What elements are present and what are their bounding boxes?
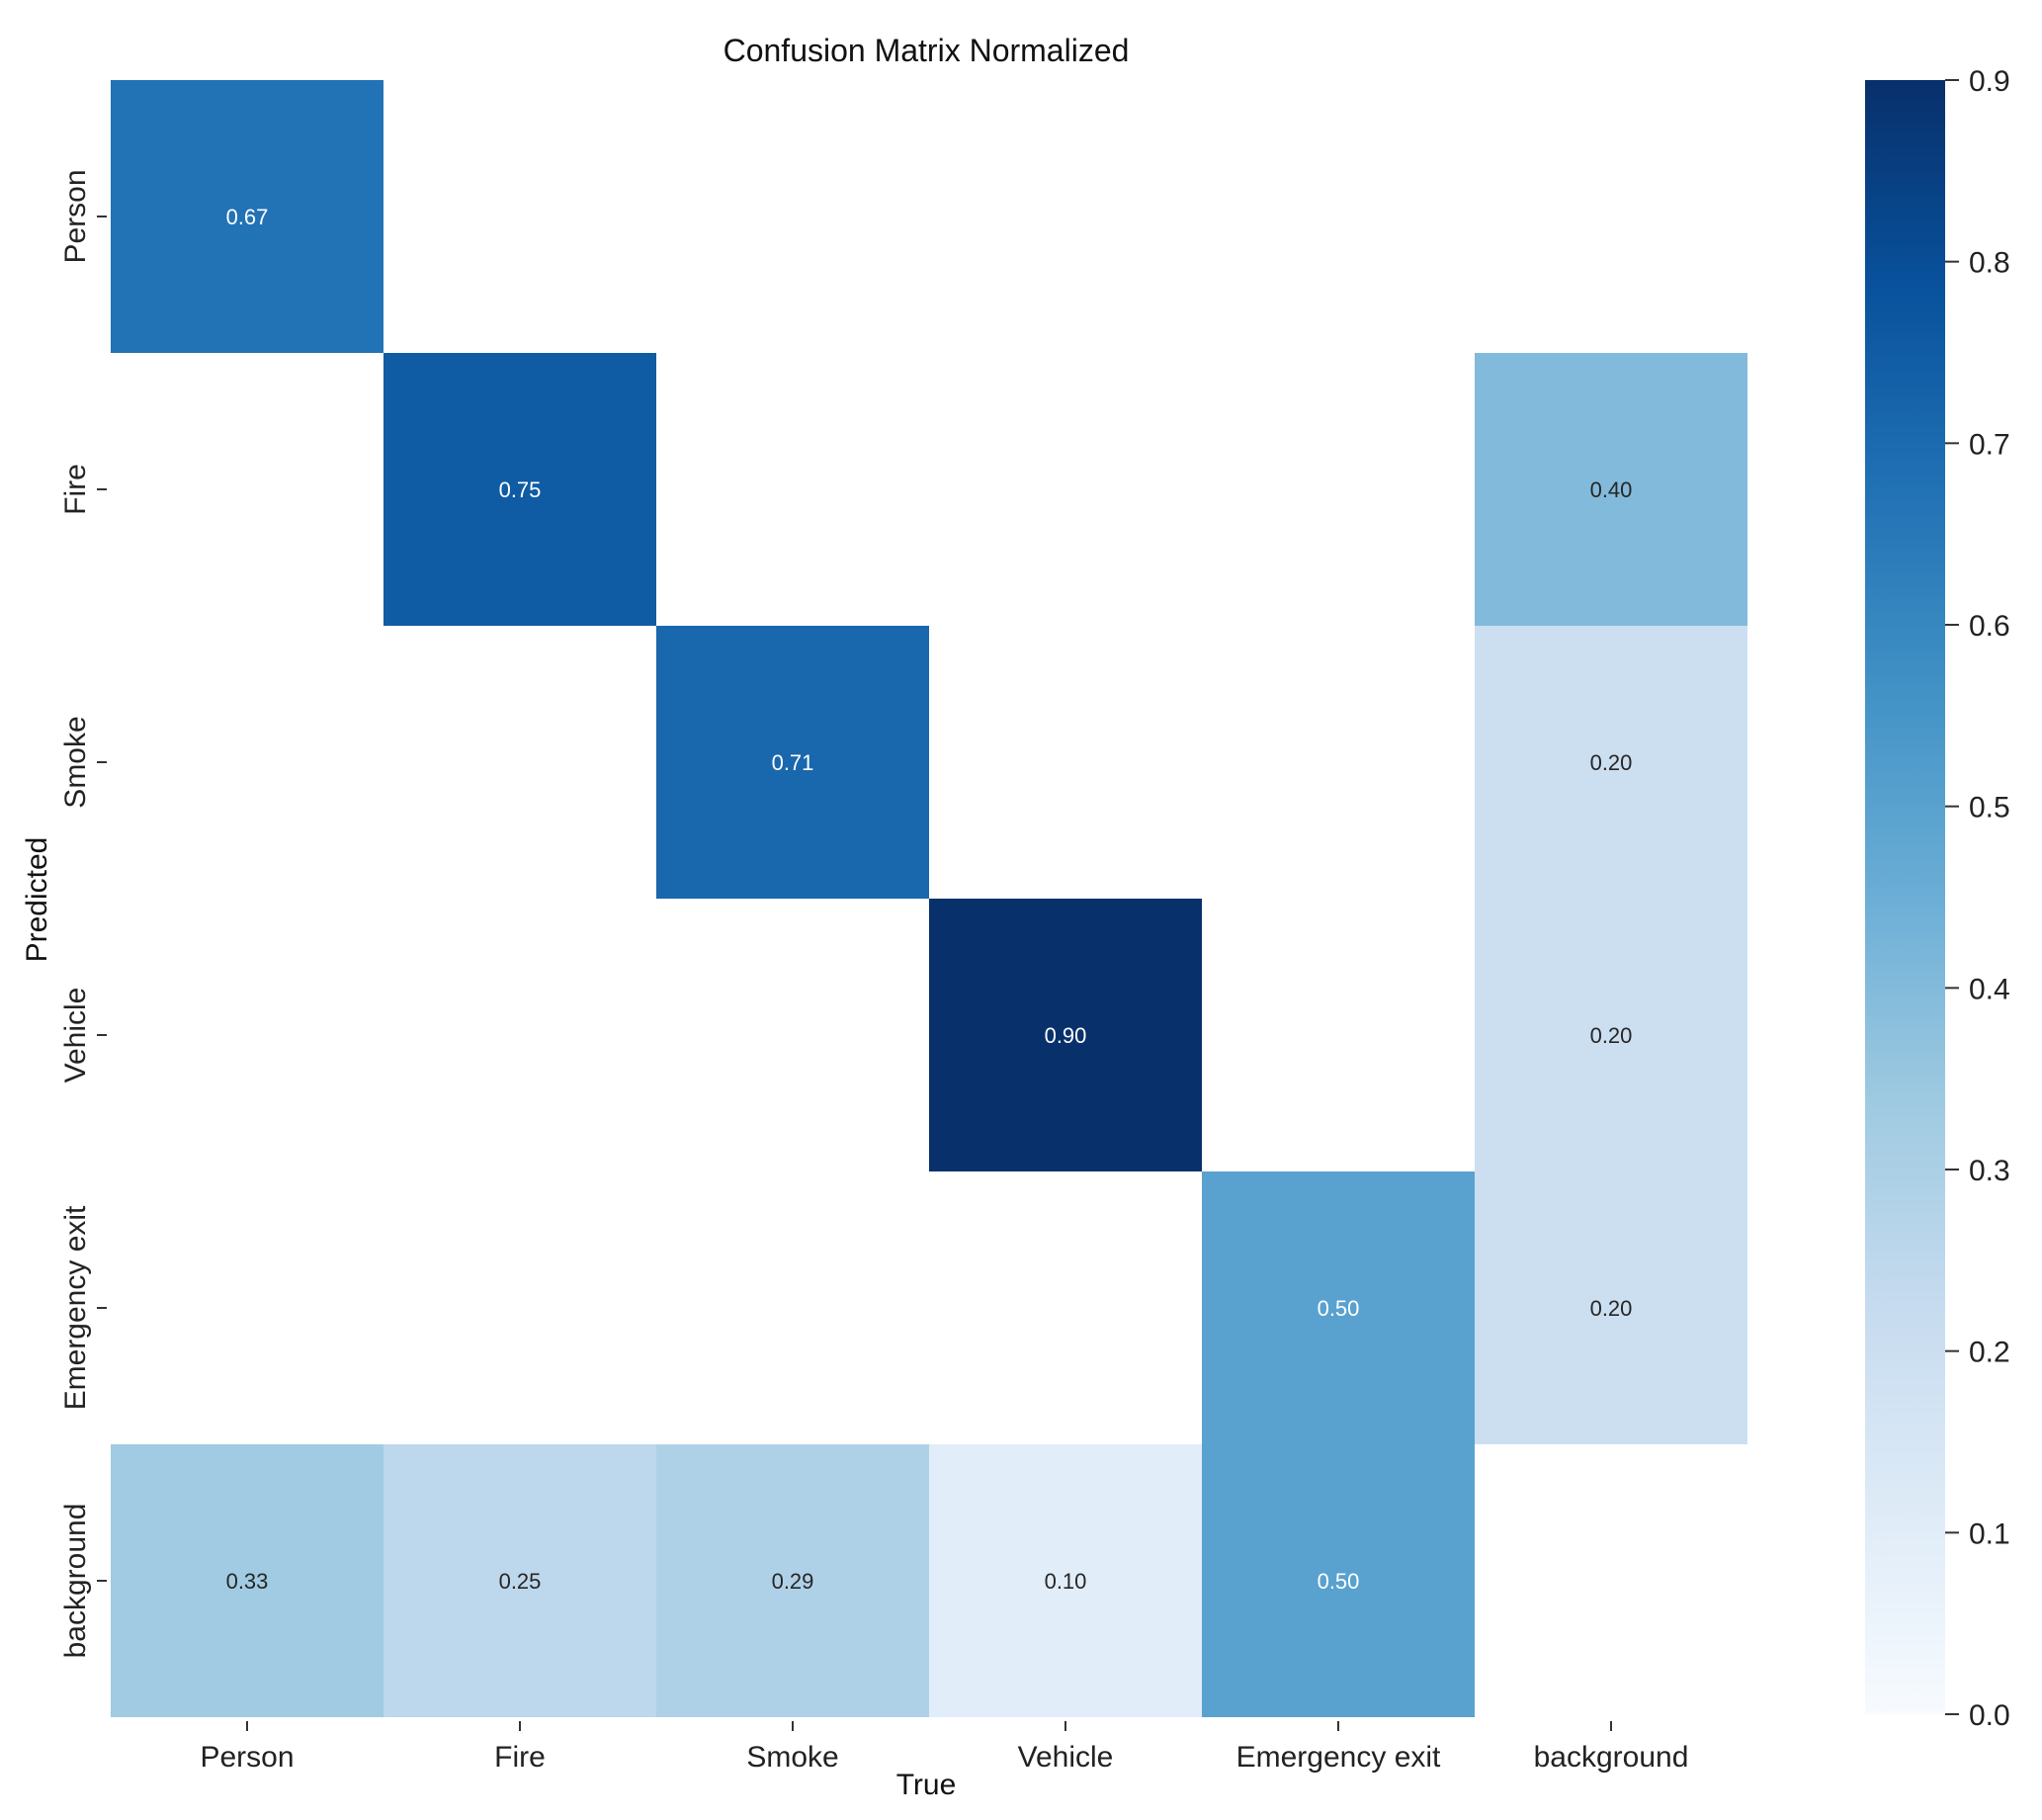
x-axis-ticks: Person Fire Smoke Vehicle Emergency exit back… <box>200 1721 1688 1774</box>
matrix-cell <box>383 353 656 626</box>
matrix-cell <box>111 80 383 353</box>
colorbar-tick-label: 0.3 <box>1969 1155 2010 1187</box>
y-tick-label: Vehicle <box>59 988 92 1083</box>
y-tick-label: Fire <box>59 464 92 515</box>
cell-value-label: 0.20 <box>1590 1296 1633 1321</box>
colorbar-tick-label: 0.7 <box>1969 428 2010 461</box>
matrix-cell <box>1202 1171 1475 1444</box>
matrix-cell <box>656 1444 929 1717</box>
matrix-cell <box>1475 899 1747 1171</box>
colorbar-tick-label: 0.9 <box>1969 65 2010 98</box>
matrix-cell <box>656 626 929 899</box>
x-tick-label: Vehicle <box>1018 1741 1114 1774</box>
cell-value-label: 0.50 <box>1318 1569 1360 1594</box>
y-tick-label: Emergency exit <box>59 1205 92 1410</box>
colorbar-tick-label: 0.1 <box>1969 1517 2010 1550</box>
cell-value-label: 0.50 <box>1318 1296 1360 1321</box>
colorbar-tick-label: 0.2 <box>1969 1337 2010 1369</box>
colorbar <box>1865 80 1945 1714</box>
y-tick-label: Smoke <box>59 716 92 808</box>
x-tick-label: background <box>1534 1741 1689 1774</box>
matrix-cell <box>1475 353 1747 626</box>
colorbar-tick-label: 0.4 <box>1969 973 2010 1005</box>
cell-value-label: 0.33 <box>226 1569 269 1594</box>
y-tick-label: background <box>59 1504 92 1659</box>
cell-value-label: 0.20 <box>1590 750 1633 775</box>
y-tick-label: Person <box>59 169 92 263</box>
matrix-cell <box>1202 1444 1475 1717</box>
x-tick-label: Fire <box>494 1741 546 1774</box>
cell-value-label: 0.67 <box>226 205 269 229</box>
x-tick-label: Emergency exit <box>1236 1741 1441 1774</box>
cell-value-label: 0.25 <box>499 1569 542 1594</box>
y-axis-ticks: Person Fire Smoke Vehicle Emergency exit back… <box>59 169 107 1658</box>
cell-value-label: 0.29 <box>772 1569 814 1594</box>
matrix-cell <box>1475 626 1747 899</box>
matrix-cells: 0.67 0.75 0.40 0.71 0.20 0.90 0.20 0.50 0.20 0.33… <box>111 80 1747 1717</box>
x-tick-label: Smoke <box>746 1741 838 1774</box>
cell-value-label: 0.20 <box>1590 1023 1633 1048</box>
colorbar-tick-label: 0.6 <box>1969 610 2010 643</box>
colorbar-tick-label: 0.5 <box>1969 792 2010 824</box>
chart-title: Confusion Matrix Normalized <box>723 33 1130 68</box>
cell-value-label: 0.90 <box>1045 1023 1087 1048</box>
cell-value-label: 0.75 <box>499 477 542 502</box>
cell-value-label: 0.10 <box>1045 1569 1087 1594</box>
matrix-cell <box>111 1444 383 1717</box>
matrix-cell <box>1475 1171 1747 1444</box>
matrix-cell <box>383 1444 656 1717</box>
colorbar-tick-label: 0.8 <box>1969 247 2010 280</box>
y-axis-label: Predicted <box>21 837 53 963</box>
matrix-cell <box>929 1444 1202 1717</box>
colorbar-ticks: 0.0 0.1 0.2 0.3 0.4 0.5 0.6 0.7 0.8 0.9 <box>1945 65 2010 1732</box>
cell-value-label: 0.71 <box>772 750 814 775</box>
colorbar-tick-label: 0.0 <box>1969 1699 2010 1732</box>
x-axis-label: True <box>896 1769 957 1801</box>
x-tick-label: Person <box>200 1741 294 1774</box>
cell-value-label: 0.40 <box>1590 477 1633 502</box>
matrix-cell <box>929 899 1202 1171</box>
